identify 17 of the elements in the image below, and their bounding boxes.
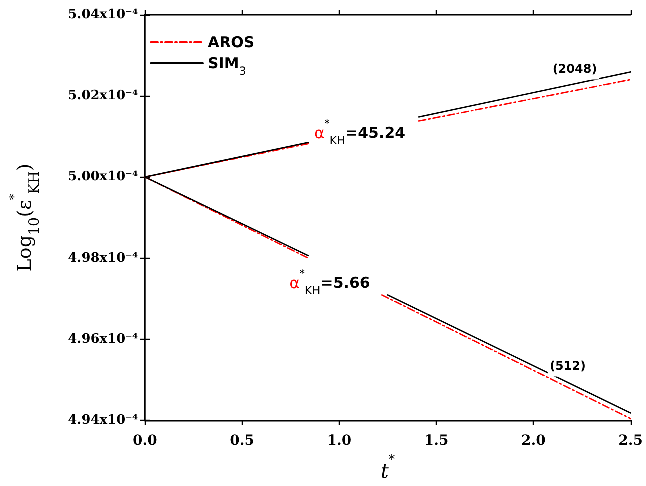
x-tick-label: 1.5 xyxy=(424,433,449,450)
y-tick-label: 4.98x10⁻⁴ xyxy=(68,250,139,266)
y-tick-label: 5.00x10⁻⁴ xyxy=(68,170,139,185)
annotation: (2048) xyxy=(552,62,598,76)
x-tick-label: 0.5 xyxy=(230,433,255,450)
y-tick-label: 4.94x10⁻⁴ xyxy=(68,413,139,428)
x-tick-label: 2.0 xyxy=(522,433,546,450)
y-tick-label: 5.02x10⁻⁴ xyxy=(68,88,139,104)
y-axis-title: Log10(ε*KH) xyxy=(7,164,44,272)
x-tick-label: 0.0 xyxy=(133,433,158,450)
x-tick-label: 2.5 xyxy=(618,433,643,450)
x-axis-title: t* xyxy=(380,452,396,483)
legend-label: AROS xyxy=(208,34,255,52)
annotation: (512) xyxy=(550,359,586,373)
y-tick-label: 5.04x10⁻⁴ xyxy=(68,8,139,22)
y-tick-label: 4.96x10⁻⁴ xyxy=(68,332,139,347)
x-tick-label: 1.0 xyxy=(327,433,352,450)
